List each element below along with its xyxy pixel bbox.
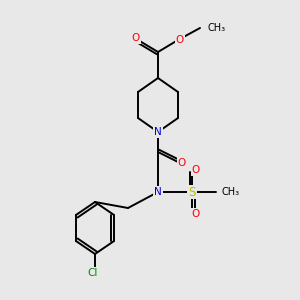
Text: O: O [132,33,140,43]
Text: N: N [154,127,162,137]
Text: O: O [178,158,186,168]
Text: N: N [154,187,162,197]
Text: O: O [176,35,184,45]
Text: CH₃: CH₃ [222,187,240,197]
Text: O: O [192,209,200,219]
Text: O: O [192,165,200,175]
Text: CH₃: CH₃ [208,23,226,33]
Text: Cl: Cl [88,268,98,278]
Text: S: S [188,185,196,199]
